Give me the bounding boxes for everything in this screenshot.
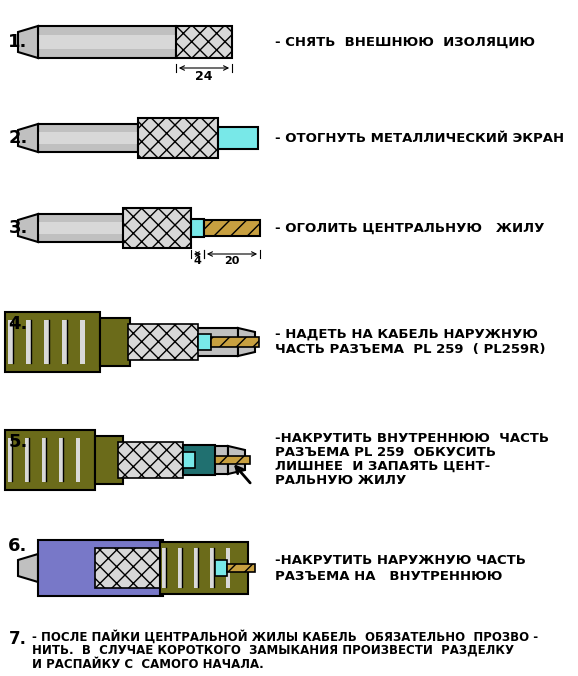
Bar bbox=[5, 430, 95, 490]
Bar bbox=[38, 540, 163, 596]
Bar bbox=[128, 328, 238, 356]
Bar bbox=[218, 127, 258, 149]
Bar bbox=[8, 320, 13, 364]
Text: РАЗЪЕМА PL 259  ОБКУСИТЬ: РАЗЪЕМА PL 259 ОБКУСИТЬ bbox=[275, 445, 496, 458]
Bar bbox=[160, 542, 248, 594]
Text: РАЗЪЕМА НА   ВНУТРЕННЮЮ: РАЗЪЕМА НА ВНУТРЕННЮЮ bbox=[275, 569, 502, 583]
Bar bbox=[198, 548, 199, 588]
Bar bbox=[198, 334, 211, 350]
Bar bbox=[128, 336, 238, 348]
Text: 24: 24 bbox=[195, 70, 213, 83]
Bar bbox=[191, 219, 204, 237]
Bar bbox=[100, 318, 130, 366]
Bar bbox=[178, 548, 182, 588]
Polygon shape bbox=[18, 554, 38, 582]
Bar bbox=[162, 548, 166, 588]
Bar bbox=[215, 456, 250, 464]
Bar bbox=[215, 560, 227, 576]
Bar bbox=[12, 438, 13, 482]
Text: - ОГОЛИТЬ ЦЕНТРАЛЬНУЮ   ЖИЛУ: - ОГОЛИТЬ ЦЕНТРАЛЬНУЮ ЖИЛУ bbox=[275, 222, 544, 235]
Bar bbox=[29, 438, 30, 482]
Text: 1.: 1. bbox=[8, 33, 28, 51]
Text: НИТЬ.  В  СЛУЧАЕ КОРОТКОГО  ЗАМЫКАНИЯ ПРОИЗВЕСТИ  РАЗДЕЛКУ: НИТЬ. В СЛУЧАЕ КОРОТКОГО ЗАМЫКАНИЯ ПРОИЗ… bbox=[32, 644, 514, 657]
Bar bbox=[49, 320, 50, 364]
Bar bbox=[118, 442, 183, 478]
Bar bbox=[25, 438, 29, 482]
Text: ЛИШНЕЕ  И ЗАПАЯТЬ ЦЕНТ-: ЛИШНЕЕ И ЗАПАЯТЬ ЦЕНТ- bbox=[275, 460, 490, 473]
Bar bbox=[128, 324, 198, 360]
Bar bbox=[138, 118, 218, 158]
Text: 7.: 7. bbox=[9, 630, 27, 648]
Polygon shape bbox=[238, 328, 255, 356]
Bar bbox=[31, 320, 32, 364]
Bar bbox=[211, 337, 259, 347]
Text: И РАСПАЙКУ С  САМОГО НАЧАЛА.: И РАСПАЙКУ С САМОГО НАЧАЛА. bbox=[32, 658, 264, 671]
Bar bbox=[227, 564, 255, 572]
Bar bbox=[183, 445, 215, 475]
Bar bbox=[95, 436, 123, 484]
Bar bbox=[46, 438, 47, 482]
Text: - СНЯТЬ  ВНЕШНЮЮ  ИЗОЛЯЦИЮ: - СНЯТЬ ВНЕШНЮЮ ИЗОЛЯЦИЮ bbox=[275, 36, 535, 49]
Bar bbox=[183, 452, 195, 468]
Bar bbox=[214, 548, 215, 588]
Text: - НАДЕТЬ НА КАБЕЛЬ НАРУЖНУЮ: - НАДЕТЬ НА КАБЕЛЬ НАРУЖНУЮ bbox=[275, 327, 538, 341]
Bar bbox=[38, 132, 138, 144]
Text: ЧАСТЬ РАЗЪЕМА  PL 259  ( PL259R): ЧАСТЬ РАЗЪЕМА PL 259 ( PL259R) bbox=[275, 343, 546, 356]
Text: -НАКРУТИТЬ ВНУТРЕННЮЮ  ЧАСТЬ: -НАКРУТИТЬ ВНУТРЕННЮЮ ЧАСТЬ bbox=[275, 431, 549, 445]
Bar bbox=[176, 26, 232, 58]
Text: -НАКРУТИТЬ НАРУЖНУЮ ЧАСТЬ: -НАКРУТИТЬ НАРУЖНУЮ ЧАСТЬ bbox=[275, 554, 526, 566]
Text: 5.: 5. bbox=[8, 433, 28, 451]
Bar bbox=[38, 26, 176, 58]
Bar bbox=[38, 222, 123, 234]
Bar bbox=[182, 548, 183, 588]
Bar bbox=[123, 208, 191, 248]
Bar bbox=[5, 312, 100, 372]
Bar bbox=[62, 320, 67, 364]
Text: 3.: 3. bbox=[8, 219, 28, 237]
Polygon shape bbox=[18, 214, 38, 242]
Bar bbox=[63, 438, 64, 482]
Bar bbox=[80, 320, 85, 364]
Bar bbox=[204, 220, 260, 236]
Text: - ПОСЛЕ ПАЙКИ ЦЕНТРАЛЬНОЙ ЖИЛЫ КАБЕЛЬ  ОБЯЗАТЕЛЬНО  ПРОЗВО -: - ПОСЛЕ ПАЙКИ ЦЕНТРАЛЬНОЙ ЖИЛЫ КАБЕЛЬ ОБ… bbox=[32, 630, 538, 644]
Bar bbox=[226, 548, 230, 588]
Polygon shape bbox=[18, 124, 38, 152]
Bar bbox=[42, 438, 46, 482]
Text: - ОТОГНУТЬ МЕТАЛЛИЧЕСКИЙ ЭКРАН: - ОТОГНУТЬ МЕТАЛЛИЧЕСКИЙ ЭКРАН bbox=[275, 132, 564, 145]
Text: 4: 4 bbox=[194, 256, 202, 266]
Bar bbox=[38, 562, 133, 574]
Text: 6.: 6. bbox=[8, 537, 28, 555]
Text: РАЛЬНУЮ ЖИЛУ: РАЛЬНУЮ ЖИЛУ bbox=[275, 473, 406, 487]
Bar bbox=[67, 320, 68, 364]
Bar bbox=[194, 548, 198, 588]
Bar bbox=[38, 214, 123, 242]
Bar bbox=[118, 446, 228, 474]
Bar bbox=[38, 554, 133, 582]
Bar bbox=[8, 438, 12, 482]
Polygon shape bbox=[18, 26, 38, 58]
Text: 20: 20 bbox=[224, 256, 240, 266]
Text: 2.: 2. bbox=[8, 129, 28, 147]
Bar bbox=[26, 320, 31, 364]
Bar bbox=[38, 35, 176, 49]
Text: 4.: 4. bbox=[8, 315, 28, 333]
Bar bbox=[166, 548, 167, 588]
Bar bbox=[38, 124, 138, 152]
Polygon shape bbox=[228, 446, 245, 474]
Bar bbox=[76, 438, 80, 482]
Bar bbox=[13, 320, 14, 364]
Bar bbox=[44, 320, 49, 364]
Bar bbox=[59, 438, 63, 482]
Bar bbox=[95, 548, 160, 588]
Bar bbox=[210, 548, 214, 588]
